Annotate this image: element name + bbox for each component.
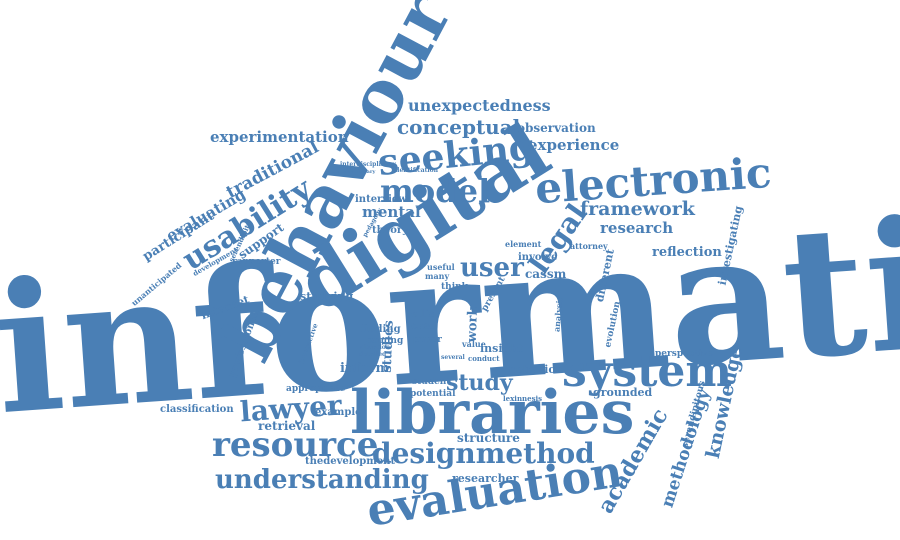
word-insight: insight <box>480 342 524 355</box>
word-perspective: perspective <box>655 349 713 359</box>
word-resource: resource <box>212 425 379 465</box>
word-inform: inform <box>340 361 390 376</box>
word-detailed: detailed <box>359 351 387 358</box>
word-libraries: libraries <box>350 378 635 448</box>
word-think: think <box>441 282 468 292</box>
word-theory: theory <box>372 225 409 236</box>
word-unexpectedness: unexpectedness <box>408 96 551 115</box>
word-studying: studying <box>300 290 354 303</box>
word-classification: classification <box>160 404 234 415</box>
word-thedevelopment: thedevelopment <box>305 456 396 467</box>
word-interdisciplinary: interdisciplinary <box>340 161 396 168</box>
word-attorney: attorney <box>570 241 608 251</box>
word-involve: involve <box>518 252 558 263</box>
word-ellis: ellis <box>411 309 435 320</box>
word-potential: potential <box>410 389 456 399</box>
word-paper: paper <box>413 335 442 345</box>
word-model: model <box>380 172 491 210</box>
word-coming: coming <box>366 336 404 346</box>
word-analysis: analysis <box>551 295 565 333</box>
word-cassm: cassm <box>525 267 567 281</box>
word-interview: interview <box>355 194 407 205</box>
word-situation: situation <box>360 344 391 351</box>
word-research: research <box>600 219 674 237</box>
word-behavior: behavior <box>508 363 562 376</box>
word-student: student <box>412 377 451 387</box>
word-appropriate: appropriate <box>286 384 346 394</box>
word-element: element <box>505 239 542 249</box>
word-many: many <box>425 271 450 281</box>
word-mental: mental <box>362 203 421 221</box>
word-study: study <box>446 370 513 396</box>
word-system: system <box>562 346 732 397</box>
word-retrieval: retrieval <box>258 419 316 433</box>
word-researcher: researcher <box>452 472 519 485</box>
word-grounded: grounded <box>593 386 653 399</box>
word-designmethod: designmethod <box>372 437 595 470</box>
word-observation: observation <box>517 121 596 135</box>
word-experience: experience <box>528 136 620 154</box>
word-value: value <box>462 339 486 349</box>
word-work: work <box>464 306 481 343</box>
word-understanding: understanding <box>215 465 429 495</box>
word-finding: finding <box>361 324 401 335</box>
word-framework: framework <box>580 198 695 220</box>
word-user: user <box>460 253 524 283</box>
word-structure: structure <box>457 431 520 445</box>
word-lexinnesis: lexinnesis <box>503 394 543 403</box>
word-several: several <box>441 354 465 361</box>
word-identification: identification <box>393 167 439 174</box>
word-reflection: reflection <box>652 245 722 260</box>
word-complementary: complementary <box>332 169 376 175</box>
word-example: example <box>315 407 362 418</box>
word-conceptual: conceptual <box>397 115 521 139</box>
word-rapporter: rapporter <box>232 257 281 267</box>
word-useful: useful <box>427 262 455 272</box>
word-case: case <box>411 321 436 332</box>
word-experimentation: experimentation <box>210 128 349 146</box>
word-conduct: conduct <box>468 354 500 363</box>
